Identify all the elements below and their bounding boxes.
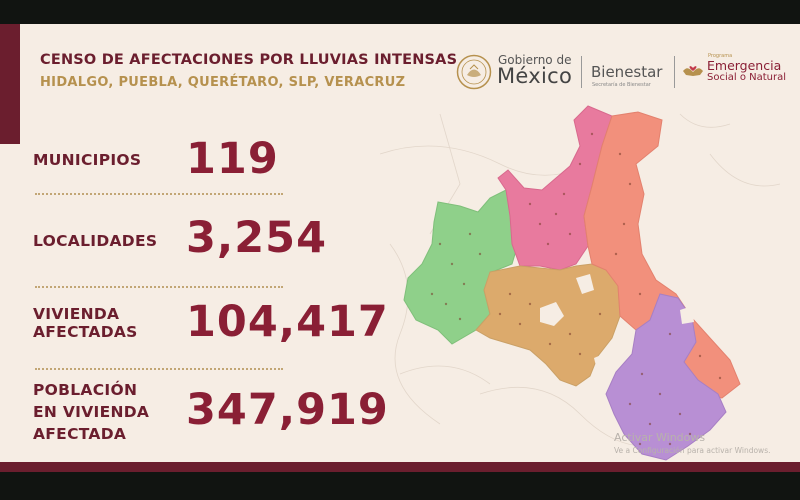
poblacion-label: POBLACIÓN EN VIVIENDA AFECTADA	[33, 379, 149, 445]
social-natural-text: Social o Natural	[707, 72, 787, 83]
region-gap	[680, 306, 694, 324]
gobierno-de-text: Gobierno de	[498, 53, 572, 67]
programa-text: Programa	[708, 53, 733, 59]
bienestar-subtitle: Secretaría de Bienestar	[592, 82, 651, 88]
emergencia-text: Emergencia	[707, 58, 782, 73]
vivienda-value: 104,417	[186, 297, 389, 347]
slide: CENSO DE AFECTACIONES POR LLUVIAS INTENS…	[0, 24, 800, 472]
separator	[35, 286, 283, 288]
region-gap	[594, 352, 612, 374]
municipios-label: MUNICIPIOS	[33, 151, 142, 169]
left-accent-band	[0, 24, 20, 144]
hands-heart-icon	[683, 66, 703, 76]
mexico-text: México	[497, 64, 573, 88]
mexico-seal-icon	[456, 54, 492, 90]
region-gap	[540, 302, 564, 326]
vivienda-label-line1: VIVIENDA	[33, 305, 120, 323]
vivienda-label: VIVIENDA AFECTADAS	[33, 305, 138, 341]
region-puebla	[605, 293, 727, 461]
region-gap	[576, 274, 594, 294]
poblacion-value: 347,919	[186, 385, 389, 435]
separator	[35, 193, 283, 195]
bottom-accent-band	[0, 462, 800, 472]
poblacion-label-line1: POBLACIÓN	[33, 381, 138, 399]
logo-divider	[674, 56, 675, 88]
localidades-label: LOCALIDADES	[33, 232, 158, 250]
affected-localities-texture	[430, 132, 722, 446]
activate-windows-watermark: Activar Windows	[614, 431, 706, 444]
municipios-value: 119	[186, 134, 279, 184]
localidades-value: 3,254	[186, 213, 328, 263]
separator	[35, 368, 283, 370]
region-veracruz	[583, 111, 741, 399]
poblacion-label-line2: EN VIVIENDA	[33, 403, 150, 421]
poblacion-label-line3: AFECTADA	[33, 425, 127, 443]
page-subtitle: HIDALGO, PUEBLA, QUERÉTARO, SLP, VERACRU…	[40, 75, 406, 90]
region-hidalgo	[475, 263, 621, 387]
bienestar-text: Bienestar	[591, 63, 663, 81]
logo-divider	[581, 56, 582, 88]
logos-bar: Gobierno de México Bienestar Secretaría …	[456, 50, 786, 100]
affected-region-map	[380, 105, 781, 461]
vivienda-label-line2: AFECTADAS	[33, 323, 138, 341]
page-title: CENSO DE AFECTACIONES POR LLUVIAS INTENS…	[40, 52, 458, 68]
activate-windows-subtext: Ve a Configuración para activar Windows.	[614, 446, 771, 455]
